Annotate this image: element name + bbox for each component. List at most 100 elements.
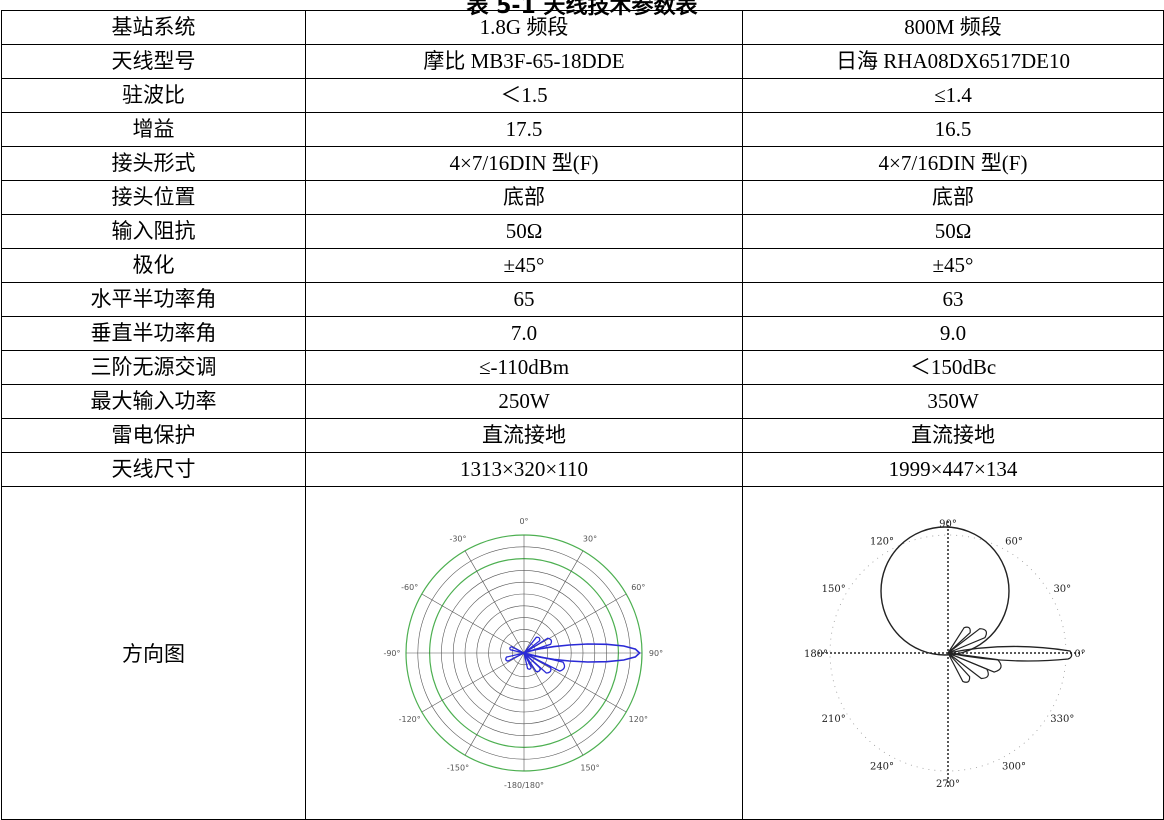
cell-value-1800: 1.8G 频段 [305, 10, 743, 45]
cell-label: 增益 [1, 112, 306, 147]
cell-label: 接头位置 [1, 180, 306, 215]
cell-label: 雷电保护 [1, 418, 306, 453]
side-lobe [523, 652, 552, 674]
cell-label: 驻波比 [1, 78, 306, 113]
side-lobe [505, 652, 525, 662]
angle-label: -180/180° [504, 781, 544, 790]
cell-value-1800: 250W [305, 384, 743, 419]
cell-value-1800: ≤-110dBm [305, 350, 743, 385]
side-lobe [523, 637, 553, 654]
table-row: 输入阻抗 50Ω 50Ω [1, 214, 1164, 249]
radiation-pattern-1800: 0° 30° 60° 90° 120° 150° -180/180° -150° -120° -9… [383, 517, 663, 790]
side-lobe [947, 626, 971, 654]
cell-label: 输入阻抗 [1, 214, 306, 249]
table-row: 天线型号 摩比 MB3F-65-18DDE 日海 RHA08DX6517DE10 [1, 44, 1164, 79]
cell-value-1800: ±45° [305, 248, 743, 283]
cell-value-800: ≤1.4 [742, 78, 1164, 113]
cell-value-800: ＜150dBc [742, 350, 1164, 385]
table-row: 垂直半功率角 7.0 9.0 [1, 316, 1164, 351]
side-lobe [947, 652, 1002, 673]
grid-spoke [464, 652, 525, 756]
cell-value-800: 800M 频段 [742, 10, 1164, 45]
grid-spoke [523, 652, 627, 713]
cell-value-1800: 50Ω [305, 214, 743, 249]
table-row: 最大输入功率 250W 350W [1, 384, 1164, 419]
grid-spoke [523, 550, 584, 654]
cell-value-800: 4×7/16DIN 型(F) [742, 146, 1164, 181]
angle-label: 0° [519, 517, 528, 526]
right-lobe [947, 645, 1073, 662]
side-lobe [523, 636, 541, 654]
table-row: 接头形式 4×7/16DIN 型(F) 4×7/16DIN 型(F) [1, 146, 1164, 181]
side-lobe [509, 646, 525, 654]
cell-value-1800: 65 [305, 282, 743, 317]
outer-ring [829, 534, 1067, 772]
grid-spoke [421, 593, 525, 654]
table-caption: 表 5-1 天线技术参数表 [466, 0, 698, 19]
angle-label: 60° [631, 583, 645, 592]
table-row: 极化 ±45° ±45° [1, 248, 1164, 283]
table-row: 天线尺寸 1313×320×110 1999×447×134 [1, 452, 1164, 487]
cell-value-1800: 摩比 MB3F-65-18DDE [305, 44, 743, 79]
cell-value-800: 1999×447×134 [742, 452, 1164, 487]
angle-label: 210° [822, 714, 846, 725]
cell-label: 基站系统 [1, 10, 306, 45]
pattern-label: 方向图 [1, 486, 306, 820]
pattern-cell-a: 0° 30° 60° 90° 120° 150° -180/180° -150° -120° -9… [305, 486, 743, 820]
cell-label: 天线尺寸 [1, 452, 306, 487]
side-lobe [947, 652, 971, 683]
table-row: 水平半功率角 65 63 [1, 282, 1164, 317]
angle-label: 150° [580, 763, 599, 772]
angle-label: 300° [1002, 762, 1026, 773]
angle-label: 180° [804, 649, 828, 660]
table-row: 接头位置 底部 底部 [1, 180, 1164, 215]
cell-label: 水平半功率角 [1, 282, 306, 317]
cell-value-800: 底部 [742, 180, 1164, 215]
cell-label: 极化 [1, 248, 306, 283]
angle-label: 120° [629, 715, 648, 724]
table-row: 雷电保护 直流接地 直流接地 [1, 418, 1164, 453]
angle-label: -60° [401, 583, 418, 592]
cell-value-800: 日海 RHA08DX6517DE10 [742, 44, 1164, 79]
table-row: 驻波比 ＜1.5 ≤1.4 [1, 78, 1164, 113]
grid-spoke [464, 550, 525, 654]
cell-label: 接头形式 [1, 146, 306, 181]
angle-label: 240° [870, 762, 894, 773]
angle-label: 120° [870, 536, 894, 547]
angle-label: 270° [936, 779, 960, 790]
side-lobe [523, 652, 532, 670]
cell-value-800: 直流接地 [742, 418, 1164, 453]
cell-value-800: 50Ω [742, 214, 1164, 249]
grid-spoke [523, 652, 584, 756]
side-lobe [523, 652, 541, 673]
angle-label: 30° [1053, 584, 1071, 595]
cell-value-1800: 1313×320×110 [305, 452, 743, 487]
cell-value-800: 350W [742, 384, 1164, 419]
cell-label: 天线型号 [1, 44, 306, 79]
cell-value-800: 9.0 [742, 316, 1164, 351]
angle-label: 0° [1074, 649, 1085, 660]
pattern-row: 方向图 0° 30° 60° 90° 120° 150° -180/180° -150° -12… [1, 486, 1164, 820]
cell-label: 最大输入功率 [1, 384, 306, 419]
side-lobe [947, 628, 987, 654]
side-lobe [523, 652, 566, 672]
angle-label: -30° [449, 535, 466, 544]
angle-label: 150° [822, 584, 846, 595]
cell-label: 垂直半功率角 [1, 316, 306, 351]
pattern-cell-b: 90° 60° 30° 0° 330° 300° 270° 240° 210° 180° 150° 1… [742, 486, 1164, 820]
angle-label: -120° [399, 715, 421, 724]
cell-value-800: 16.5 [742, 112, 1164, 147]
cell-value-1800: 直流接地 [305, 418, 743, 453]
cell-value-1800: 17.5 [305, 112, 743, 147]
angle-label: -90° [383, 649, 400, 658]
cell-value-800: 63 [742, 282, 1164, 317]
angle-label: 90° [649, 649, 663, 658]
cell-value-800: ±45° [742, 248, 1164, 283]
angle-label: 90° [939, 519, 957, 530]
angle-label: -150° [447, 763, 469, 772]
spec-table-body: 基站系统 1.8G 频段 800M 频段 天线型号 摩比 MB3F-65-18DDE 日海… [1, 10, 1164, 487]
radiation-pattern-800: 90° 60° 30° 0° 330° 300° 270° 240° 210° 180° 150° 1… [804, 519, 1086, 790]
grid-spoke [421, 652, 525, 713]
cell-value-1800: 底部 [305, 180, 743, 215]
table-row: 基站系统 1.8G 频段 800M 频段 [1, 10, 1164, 45]
